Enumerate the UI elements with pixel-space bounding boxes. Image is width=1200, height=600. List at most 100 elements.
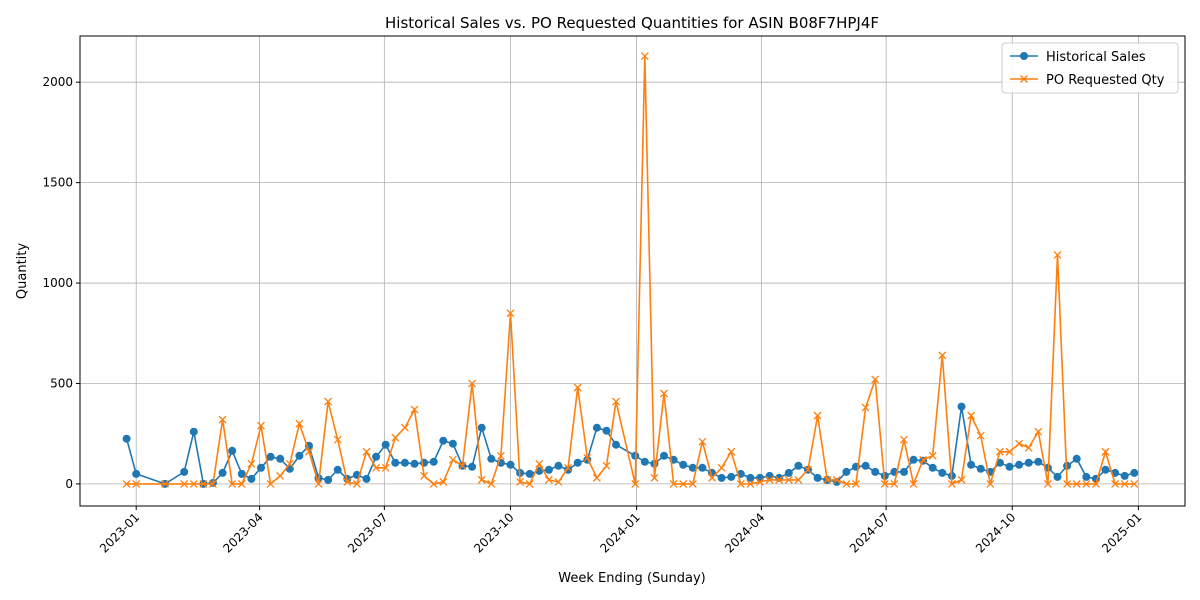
data-point [276,471,285,480]
y-tick-label: 2000 [42,75,73,89]
data-point [381,463,390,472]
data-point [564,463,573,472]
data-point [554,461,563,470]
data-point [976,464,985,473]
data-point [880,479,889,488]
data-point [122,479,131,488]
legend-po-label: PO Requested Qty [1046,73,1165,88]
data-point [823,475,832,484]
data-point [237,469,246,478]
data-point [794,475,803,484]
data-point [871,467,880,476]
data-point [736,479,745,488]
data-point [468,462,477,471]
legend-po-marker [1020,75,1028,83]
data-point [919,455,928,464]
data-point [381,440,390,449]
data-point [640,52,649,61]
data-point [1120,471,1129,480]
data-point [1101,465,1110,474]
x-tick-label: 2023-07 [345,510,390,555]
data-point [1130,468,1139,477]
data-point [784,475,793,484]
data-point [976,431,985,440]
data-point [1053,472,1062,481]
data-point [304,447,313,456]
data-point [362,474,371,483]
data-point [1024,443,1033,452]
data-point [487,479,496,488]
data-point [727,447,736,456]
data-point [861,461,870,470]
data-point [890,479,899,488]
data-point [986,479,995,488]
data-point [1072,454,1081,463]
data-point [650,473,659,482]
data-point [276,454,285,463]
data-point [324,397,333,406]
data-point [122,434,131,443]
data-point [544,465,553,474]
data-point [938,351,947,360]
data-point [1015,460,1024,469]
data-point [391,458,400,467]
data-point [698,437,707,446]
data-point [189,479,198,488]
data-point [957,402,966,411]
data-point [429,479,438,488]
data-point [900,467,908,476]
data-point [717,463,726,472]
data-point [352,479,361,488]
data-point [612,397,621,406]
x-tick-label: 2025-01 [1099,510,1144,555]
data-point [189,427,198,436]
data-point [1034,427,1043,436]
data-point [756,477,764,486]
data-point [995,447,1004,456]
data-point [468,379,477,388]
series-line [126,56,1135,487]
data-point [544,475,553,484]
legend: Historical Sales PO Requested Qty [1001,42,1179,94]
data-point [362,447,371,456]
x-tick-label: 2023-10 [471,510,516,555]
data-point [660,389,668,398]
data-point [554,477,563,486]
x-axis-label: Week Ending (Sunday) [558,571,705,586]
data-point [1034,457,1043,466]
data-point [1082,472,1091,481]
y-axis-label: Quantity [15,243,30,299]
series-1 [122,52,1139,488]
grid-lines [80,36,1185,506]
data-point [688,479,697,488]
data-point [861,403,870,412]
data-point [640,457,649,466]
data-point [1015,439,1024,448]
data-point [1111,479,1120,488]
data-point [602,426,611,435]
data-point [775,475,784,484]
data-point [132,469,141,478]
data-point [525,469,534,478]
data-point [602,461,611,470]
data-point [813,473,822,482]
data-point [429,457,438,466]
data-point [899,435,908,444]
data-point [967,411,976,420]
data-point [717,473,726,482]
data-point [842,467,851,476]
data-point [237,479,246,488]
data-point [247,459,256,468]
data-point [928,463,937,472]
data-point [372,452,381,461]
x-tick-label: 2024-07 [847,510,892,555]
data-point [1120,479,1129,488]
data-point [660,451,668,460]
data-point [496,451,505,460]
data-point [477,475,486,484]
legend-sales-label: Historical Sales [1046,50,1146,65]
data-point [410,405,419,414]
data-point [180,479,189,488]
data-point [1130,479,1139,488]
